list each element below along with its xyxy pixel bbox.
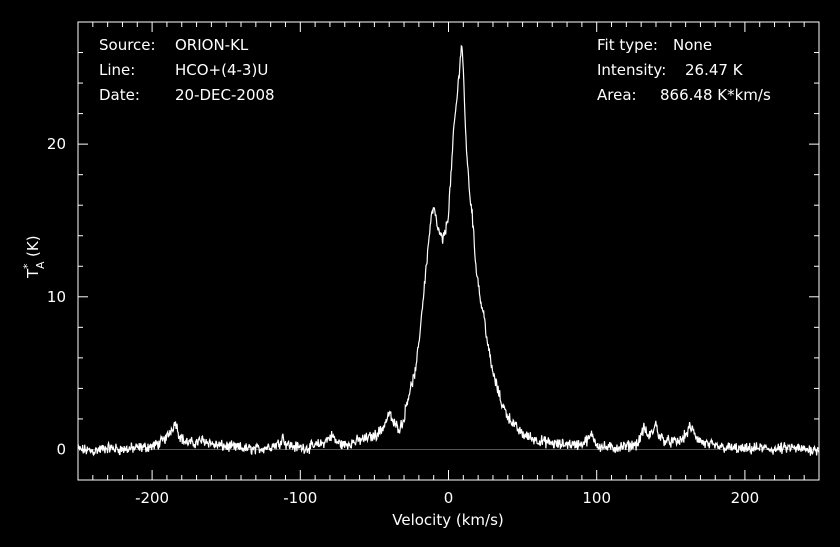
area-value: 866.48 K*km/s: [660, 86, 771, 104]
x-tick-label: 200: [731, 489, 760, 507]
fit-type-label: Fit type:: [597, 36, 658, 54]
date-label: Date:: [99, 86, 140, 104]
y-tick-label: 20: [47, 135, 66, 153]
x-axis-label: Velocity (km/s): [392, 511, 503, 529]
y-axis-label-sub: A: [34, 261, 47, 269]
date-value: 20-DEC-2008: [175, 86, 275, 104]
y-axis-label-super: *: [21, 263, 34, 269]
x-tick-label: 0: [444, 489, 454, 507]
y-tick-label: 0: [56, 440, 66, 458]
line-label: Line:: [99, 61, 135, 79]
y-tick-label: 10: [47, 288, 66, 306]
line-value: HCO+(4-3)U: [175, 61, 268, 79]
y-axis-label-main: T: [24, 268, 42, 279]
source-value: ORION-KL: [175, 36, 249, 54]
fit-type-value: None: [673, 36, 712, 54]
area-label: Area:: [597, 86, 637, 104]
y-axis-label-unit: (K): [24, 235, 42, 257]
intensity-value: 26.47 K: [685, 61, 744, 79]
y-axis-label: T * A (K): [21, 235, 47, 279]
spectrum-line: [77, 44, 820, 457]
source-label: Source:: [99, 36, 156, 54]
axis-ticks: [77, 21, 820, 481]
x-tick-label: 100: [582, 489, 611, 507]
x-tick-label: -200: [135, 489, 169, 507]
intensity-label: Intensity:: [597, 61, 666, 79]
x-tick-label: -100: [283, 489, 317, 507]
